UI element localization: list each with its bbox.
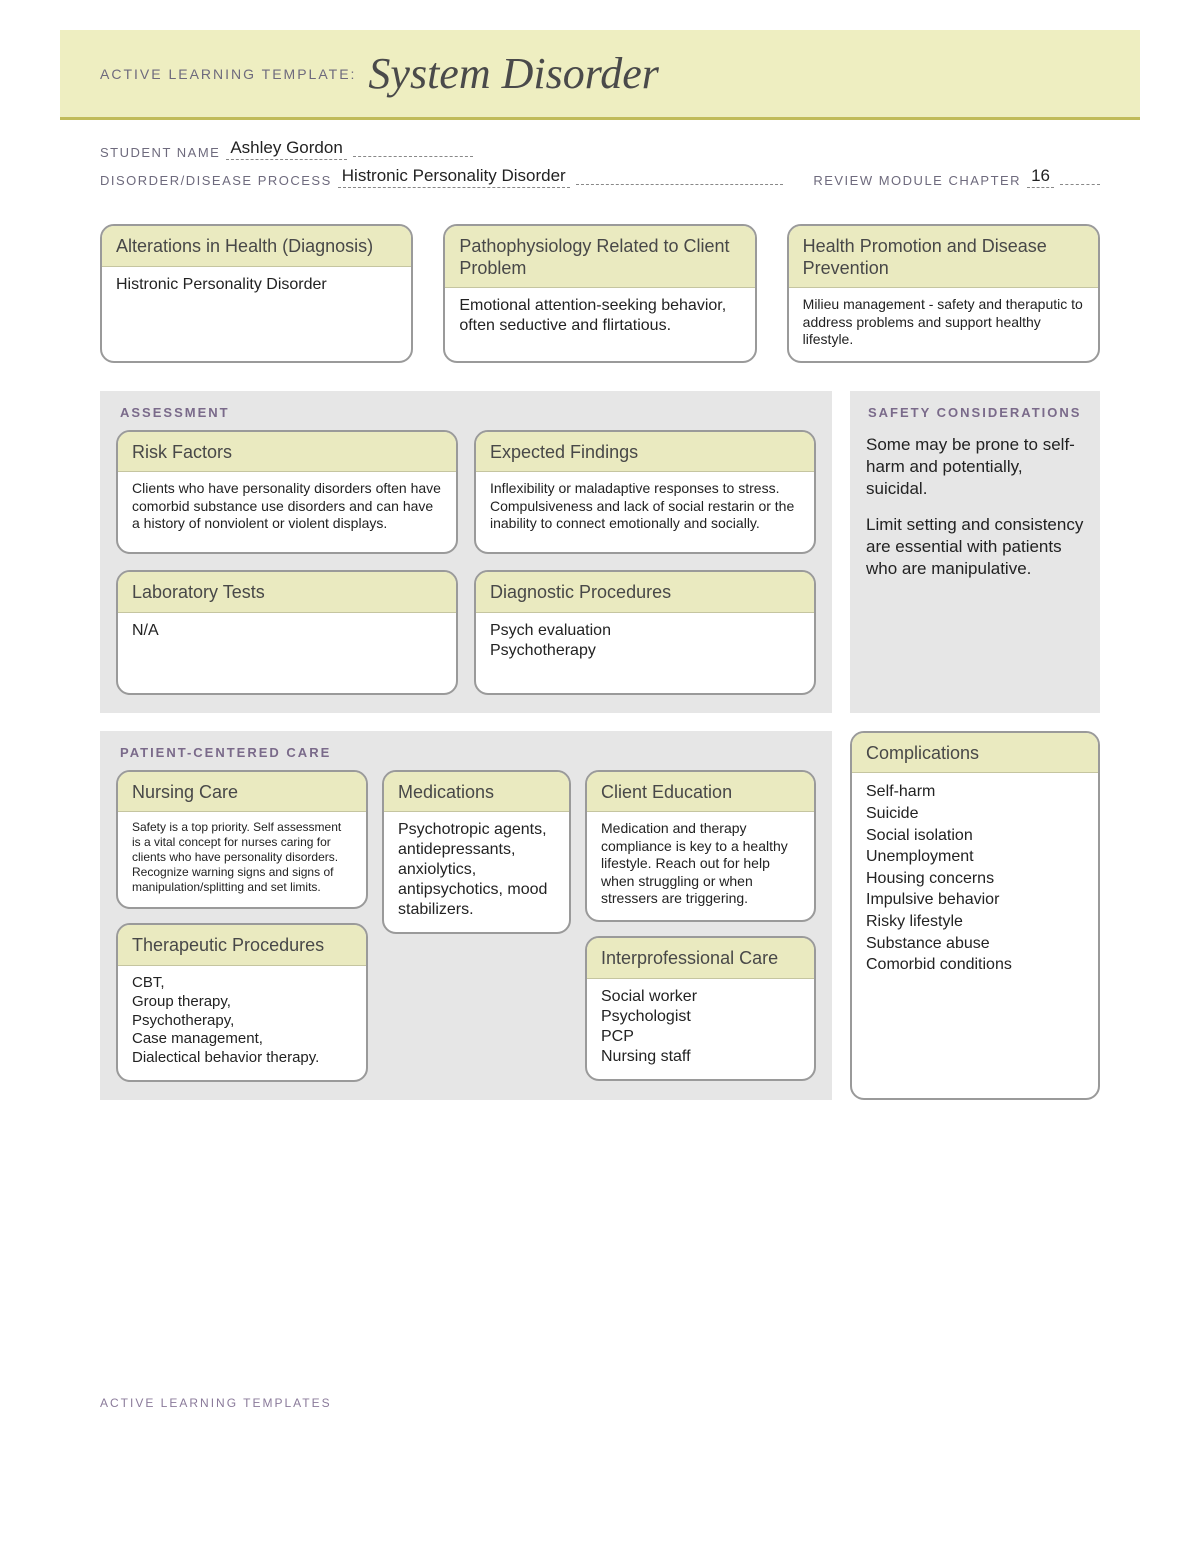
top-row: Alterations in Health (Diagnosis) Histro…: [60, 204, 1140, 383]
card-lab-body: N/A: [118, 613, 456, 693]
assessment-title: ASSESSMENT: [116, 391, 816, 430]
pcc-title: PATIENT-CENTERED CARE: [116, 731, 816, 770]
card-patho: Pathophysiology Related to Client Proble…: [443, 224, 756, 363]
card-findings-title: Expected Findings: [476, 432, 814, 473]
card-patho-title: Pathophysiology Related to Client Proble…: [445, 226, 754, 288]
card-edu: Client Education Medication and therapy …: [585, 770, 816, 922]
card-ther-body: CBT, Group therapy, Psychotherapy, Case …: [118, 966, 366, 1080]
card-risk: Risk Factors Clients who have personalit…: [116, 430, 458, 555]
card-complications-title: Complications: [852, 733, 1098, 774]
card-promo-body: Milieu management - safety and theraputi…: [789, 288, 1098, 361]
card-risk-title: Risk Factors: [118, 432, 456, 473]
card-patho-body: Emotional attention-seeking behavior, of…: [445, 288, 754, 361]
card-alterations: Alterations in Health (Diagnosis) Histro…: [100, 224, 413, 363]
card-diag-title: Diagnostic Procedures: [476, 572, 814, 613]
card-complications: Complications Self-harm Suicide Social i…: [850, 731, 1100, 1100]
student-name-value: Ashley Gordon: [226, 138, 346, 160]
card-meds-title: Medications: [384, 772, 569, 813]
card-alterations-title: Alterations in Health (Diagnosis): [102, 226, 411, 267]
banner: ACTIVE LEARNING TEMPLATE: System Disorde…: [60, 30, 1140, 120]
card-meds-body: Psychotropic agents, antidepressants, an…: [384, 812, 569, 932]
card-nursing-title: Nursing Care: [118, 772, 366, 813]
assessment-panel: ASSESSMENT Risk Factors Clients who have…: [100, 391, 832, 713]
safety-panel: SAFETY CONSIDERATIONS Some may be prone …: [850, 391, 1100, 713]
card-ther-title: Therapeutic Procedures: [118, 925, 366, 966]
card-edu-title: Client Education: [587, 772, 814, 813]
card-edu-body: Medication and therapy compliance is key…: [587, 812, 814, 920]
card-promo: Health Promotion and Disease Prevention …: [787, 224, 1100, 363]
meta-block: STUDENT NAME Ashley Gordon DISORDER/DISE…: [60, 120, 1140, 204]
card-inter-title: Interprofessional Care: [587, 938, 814, 979]
safety-p1: Some may be prone to self-harm and poten…: [866, 434, 1084, 500]
safety-p2: Limit setting and consistency are essent…: [866, 514, 1084, 580]
card-inter: Interprofessional Care Social worker Psy…: [585, 936, 816, 1081]
disorder-value: Histronic Personality Disorder: [338, 166, 570, 188]
chapter-label: REVIEW MODULE CHAPTER: [813, 173, 1021, 188]
card-promo-title: Health Promotion and Disease Prevention: [789, 226, 1098, 288]
chapter-value: 16: [1027, 166, 1054, 188]
card-inter-body: Social worker Psychologist PCP Nursing s…: [587, 979, 814, 1079]
banner-title: System Disorder: [368, 48, 658, 99]
card-meds: Medications Psychotropic agents, antidep…: [382, 770, 571, 935]
student-name-label: STUDENT NAME: [100, 145, 220, 160]
card-nursing: Nursing Care Safety is a top priority. S…: [116, 770, 368, 910]
card-complications-body: Self-harm Suicide Social isolation Unemp…: [852, 773, 1098, 1097]
card-findings-body: Inflexibility or maladaptive responses t…: [476, 472, 814, 552]
card-diag-body: Psych evaluation Psychotherapy: [476, 613, 814, 693]
card-alterations-body: Histronic Personality Disorder: [102, 267, 411, 361]
card-risk-body: Clients who have personality disorders o…: [118, 472, 456, 552]
card-nursing-body: Safety is a top priority. Self assessmen…: [118, 812, 366, 907]
card-diag: Diagnostic Procedures Psych evaluation P…: [474, 570, 816, 695]
card-findings: Expected Findings Inflexibility or malad…: [474, 430, 816, 555]
card-lab-title: Laboratory Tests: [118, 572, 456, 613]
pcc-panel: PATIENT-CENTERED CARE Nursing Care Safet…: [100, 731, 832, 1100]
card-ther: Therapeutic Procedures CBT, Group therap…: [116, 923, 368, 1081]
banner-label: ACTIVE LEARNING TEMPLATE:: [100, 66, 356, 82]
disorder-label: DISORDER/DISEASE PROCESS: [100, 173, 332, 188]
card-lab: Laboratory Tests N/A: [116, 570, 458, 695]
safety-title: SAFETY CONSIDERATIONS: [864, 391, 1086, 430]
footer: ACTIVE LEARNING TEMPLATES: [100, 1396, 332, 1410]
